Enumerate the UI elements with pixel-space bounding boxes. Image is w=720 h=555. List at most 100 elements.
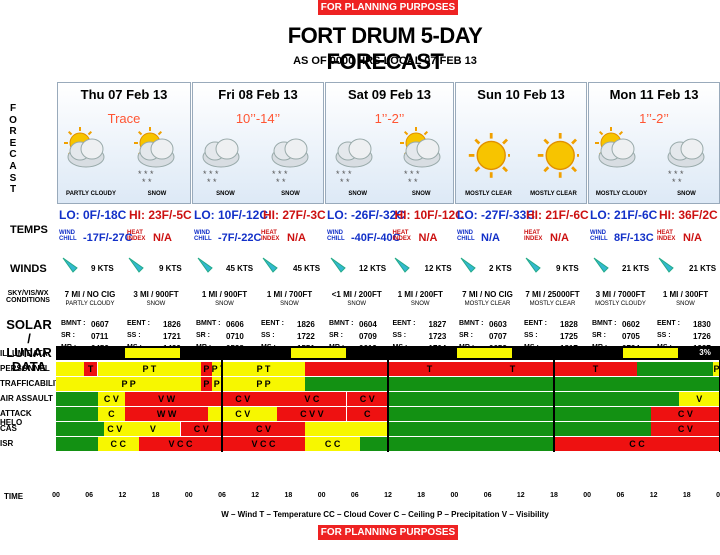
- isr-label: ISR: [0, 439, 56, 448]
- sky-label-pm: SNOW: [258, 191, 323, 197]
- snow-amount: 1’’-2’’: [589, 111, 719, 126]
- snow-amount: Trace: [58, 111, 190, 126]
- forecast-letter: A: [6, 162, 20, 172]
- conditions-pm-desc: SNOW: [257, 301, 322, 307]
- time-tick: 06: [612, 492, 628, 499]
- illum-segment: [457, 348, 512, 358]
- cas-label: CAS: [0, 424, 56, 433]
- heat-index-label: HEAT INDEX: [524, 230, 548, 242]
- isr-segment: C C: [554, 437, 720, 451]
- illum-segment: [623, 348, 678, 358]
- forecast-letter: T: [6, 185, 20, 195]
- attack-segment: [56, 407, 98, 421]
- solar-value: 1721: [163, 332, 181, 341]
- day-header: Sat 09 Feb 13: [326, 87, 453, 102]
- solar-label: SS :: [261, 332, 275, 339]
- legend: W – Wind T – Temperature CC – Cloud Cove…: [180, 510, 590, 519]
- attack-segment: C: [347, 407, 389, 421]
- wind-arrow-icon: [391, 254, 413, 276]
- sky-label-am: PARTLY CLOUDY: [58, 191, 124, 197]
- heat-index-label: HEAT INDEX: [393, 230, 417, 242]
- time-tick: 00: [181, 492, 197, 499]
- wind-speed-am: 45 KTS: [226, 264, 253, 273]
- conditions-am-desc: SNOW: [192, 301, 257, 307]
- cas-segment: [56, 422, 104, 436]
- solar-label: SR :: [61, 332, 75, 339]
- wind-speed-am: 21 KTS: [622, 264, 649, 273]
- low-temp: LO: -27F/-33C: [457, 208, 535, 222]
- solar-value: 0707: [489, 332, 507, 341]
- illum-segment: [125, 348, 180, 358]
- personnel-segment: T: [84, 362, 98, 376]
- personnel-segment: T: [388, 362, 471, 376]
- planning-banner-top: FOR PLANNING PURPOSES ONLY: [318, 0, 458, 15]
- solar-value: 0606: [226, 320, 244, 329]
- high-temp: HI: 36F/2C: [659, 208, 718, 222]
- time-tick: 06: [214, 492, 230, 499]
- solar-value: 0711: [91, 332, 108, 341]
- solar-label: SS :: [127, 332, 141, 339]
- solar-value: 1726: [693, 332, 711, 341]
- low-temp: LO: 21F/-6C: [590, 208, 657, 222]
- sun-icon: [529, 127, 579, 194]
- attack-segment: W W: [125, 407, 208, 421]
- air-segment: C V: [98, 392, 126, 406]
- personnel-segment: P T: [98, 362, 202, 376]
- wind-chill-label: WIND CHILL: [457, 230, 481, 242]
- sky-label-am: SNOW: [326, 191, 390, 197]
- sky-label-am: MOSTLY CLOUDY: [589, 191, 654, 197]
- snow-amount: 1’’-2’’: [326, 111, 453, 126]
- svg-text:* *: * *: [340, 177, 350, 187]
- solar-label: EENT :: [127, 320, 150, 327]
- solar-label: EENT :: [657, 320, 680, 327]
- conditions-am: 1 MI / 900FT: [192, 290, 257, 299]
- day-header: Fri 08 Feb 13: [193, 87, 323, 102]
- sky-label-pm: SNOW: [124, 191, 190, 197]
- snow-amount: 10’’-14’’: [193, 111, 323, 126]
- attack-segment: C V: [208, 407, 277, 421]
- forecast-letter: F: [6, 104, 20, 114]
- heat-index-value: N/A: [287, 232, 306, 244]
- air-label: AIR ASSAULT: [0, 394, 56, 403]
- air-segment: C V: [208, 392, 277, 406]
- personnel-segment: P T: [222, 362, 305, 376]
- wind-chill-value: -7F/-22C: [218, 232, 261, 244]
- sky-label-pm: MOSTLY CLEAR: [521, 191, 586, 197]
- sky-label-am: MOSTLY CLEAR: [456, 191, 521, 197]
- heat-index-value: N/A: [550, 232, 569, 244]
- air-segment: [56, 392, 98, 406]
- day-header: Thu 07 Feb 13: [58, 87, 190, 102]
- air-segment: V W: [125, 392, 208, 406]
- illum-segment: [291, 348, 346, 358]
- wind-chill-label: WIND CHILL: [327, 230, 351, 242]
- conditions-am: 7 MI / NO CIG: [455, 290, 520, 299]
- traffic-segment: P P: [222, 377, 305, 391]
- svg-text:* *: * *: [142, 177, 152, 187]
- personnel-label: PERSONNEL: [0, 364, 56, 373]
- heat-index-label: HEAT INDEX: [261, 230, 285, 242]
- isr-segment: C C: [98, 437, 140, 451]
- wind-chill-label: WIND CHILL: [590, 230, 614, 242]
- attack-segment: C: [98, 407, 126, 421]
- solar-value: 0604: [359, 320, 377, 329]
- personnel-segment: [637, 362, 713, 376]
- solar-label: EENT :: [261, 320, 284, 327]
- snow-sun-icon: * * ** *: [132, 127, 182, 194]
- time-tick: 12: [513, 492, 529, 499]
- wind-speed-pm: 21 KTS: [689, 264, 716, 273]
- wind-arrow-icon: [457, 254, 479, 276]
- attack-segment: C V: [651, 407, 720, 421]
- heat-index-value: N/A: [153, 232, 172, 244]
- wind-speed-am: 9 KTS: [91, 264, 114, 273]
- conditions-pm-desc: SNOW: [653, 301, 718, 307]
- wind-chill-value: -17F/-27C: [83, 232, 133, 244]
- solar-value: 0603: [489, 320, 507, 329]
- solar-value: 0607: [91, 320, 109, 329]
- solar-label: SR :: [459, 332, 473, 339]
- high-temp: HI: 21F/-6C: [526, 208, 589, 222]
- traffic-label: TRAFFICABILITY: [0, 379, 56, 388]
